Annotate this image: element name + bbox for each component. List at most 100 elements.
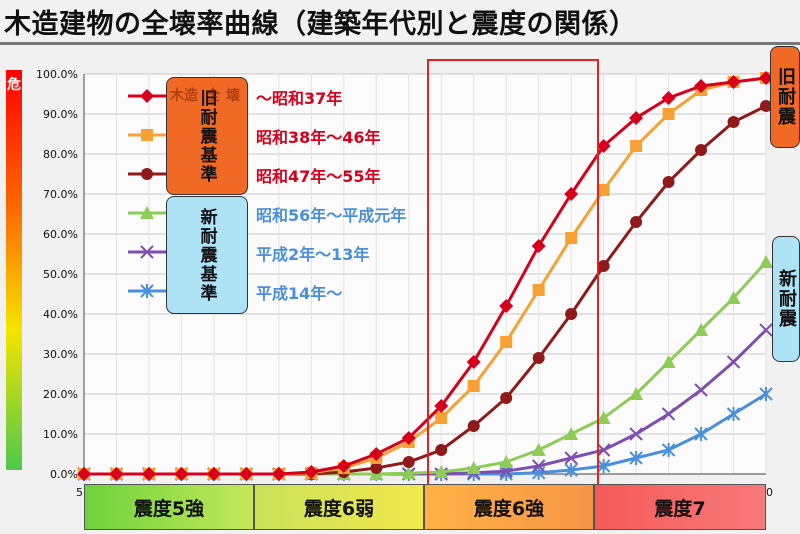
series-4-point	[694, 323, 709, 336]
series-4-point	[434, 465, 449, 478]
y-tick-label: 0.0%	[50, 468, 78, 481]
intensity-band-6-upper: 震度6強	[424, 484, 594, 530]
legend-marker-2	[141, 129, 153, 141]
series-1-point	[174, 467, 189, 481]
series-2-point	[597, 184, 610, 196]
legend-marker-1	[140, 89, 154, 103]
series-3-point	[565, 308, 578, 320]
series-4-point	[466, 461, 481, 474]
series-5-point	[759, 323, 773, 337]
series-1-point	[271, 467, 286, 481]
y-tick-label: 100.0%	[36, 68, 78, 81]
series-4-point	[401, 466, 416, 480]
danger-label: 危	[7, 77, 21, 93]
series-2-point	[467, 380, 480, 392]
series-1-point	[564, 187, 579, 201]
series-1-point	[596, 139, 611, 153]
series-5-point	[661, 407, 676, 421]
series-6-point	[629, 451, 643, 465]
series-4-point	[759, 255, 773, 268]
legend-marker-4	[140, 206, 154, 219]
legend-label-s1: ～昭和37年	[256, 89, 343, 108]
series-1-point	[466, 355, 481, 369]
series-5-point	[629, 427, 643, 441]
series-6-point	[694, 427, 708, 441]
legend-marker-5	[140, 245, 154, 259]
page-title: 木造建物の全壊率曲線（建築年代別と震度の関係）	[4, 9, 637, 38]
legend-label-s4: 昭和56年～平成元年	[256, 206, 407, 225]
legend-marker-6	[140, 284, 154, 298]
new-standard-box: 新耐震基準	[166, 196, 248, 314]
series-3-point	[597, 260, 610, 272]
series-1-point	[629, 111, 644, 125]
y-tick-label: 80.0%	[43, 148, 78, 161]
series-6-point	[596, 459, 611, 473]
title-underline	[0, 42, 800, 45]
intensity-band-5-upper: 震度5強	[84, 484, 254, 530]
y-tick-label: 50.0%	[43, 268, 78, 281]
side-old-standard-box: 旧耐震	[770, 46, 800, 148]
y-tick-label: 70.0%	[43, 188, 78, 201]
series-1-point	[759, 71, 773, 85]
intensity-band-6-lower: 震度6弱	[254, 484, 424, 530]
danger-gradient-bar	[6, 70, 22, 470]
side-new-standard-box: 新耐震	[772, 236, 800, 362]
series-3-point	[500, 392, 513, 404]
axis-edge-right: 0	[766, 486, 773, 499]
y-tick-label: 60.0%	[43, 228, 78, 241]
series-3-point	[695, 144, 708, 156]
series-1-point	[369, 447, 384, 461]
intensity-band-7: 震度7	[594, 484, 766, 530]
legend-overlay-2: 全	[206, 88, 220, 104]
series-1-point	[499, 299, 514, 313]
y-tick-label: 30.0%	[43, 348, 78, 361]
series-3-point	[662, 176, 675, 188]
series-3-point	[370, 462, 383, 474]
old-standard-box: 旧耐震基準	[166, 77, 248, 195]
series-3-point	[467, 420, 480, 432]
series-6-point	[726, 407, 741, 421]
series-6-point	[564, 463, 578, 477]
series-1-point	[661, 91, 676, 105]
series-line-1	[84, 76, 767, 476]
series-1-point	[336, 459, 351, 473]
series-2-point	[435, 412, 448, 424]
series-5-point	[564, 451, 578, 465]
series-4-point	[531, 443, 546, 456]
series-1-point	[401, 431, 416, 445]
series-3-point	[760, 100, 772, 112]
series-4-point	[499, 455, 514, 468]
series-4-point	[726, 291, 741, 304]
legend-overlay-1: 木造	[170, 88, 198, 104]
legend-overlay-3: 壊	[226, 88, 240, 104]
series-3-point	[532, 352, 545, 364]
series-6-point	[661, 443, 676, 457]
axis-edge-left: 5	[76, 486, 83, 499]
series-4-point	[564, 427, 579, 440]
series-1-point	[434, 399, 449, 413]
series-1-point	[694, 79, 709, 93]
series-1-point	[239, 467, 254, 481]
y-tick-label: 40.0%	[43, 308, 78, 321]
series-1-point	[304, 465, 319, 479]
series-4-point	[596, 411, 611, 424]
y-tick-label: 10.0%	[43, 428, 78, 441]
series-2-point	[500, 336, 513, 348]
series-1-point	[726, 75, 741, 89]
series-2-point	[532, 284, 545, 296]
series-5-point	[694, 383, 708, 397]
series-4-point	[629, 387, 644, 400]
series-5-point	[596, 443, 611, 457]
legend-label-s3: 昭和47年～55年	[256, 167, 381, 186]
legend-label-s2: 昭和38年～46年	[256, 128, 381, 147]
legend-label-s6: 平成14年～	[256, 284, 343, 303]
series-3-point	[435, 444, 448, 456]
series-4-point	[661, 355, 676, 368]
y-tick-label: 90.0%	[43, 108, 78, 121]
series-2-point	[565, 232, 578, 244]
series-1-point	[206, 467, 221, 481]
series-6-point	[759, 387, 773, 401]
series-1-point	[531, 239, 546, 253]
series-5-point	[531, 459, 546, 473]
